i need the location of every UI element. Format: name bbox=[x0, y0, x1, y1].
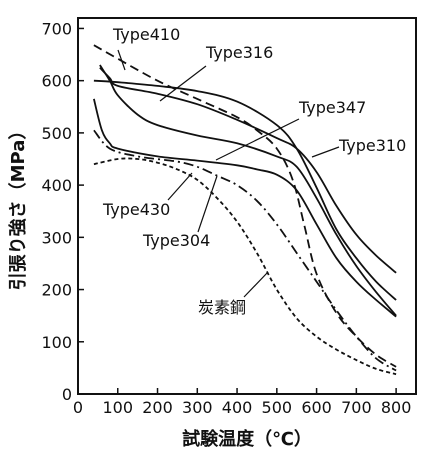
y-tick-label: 0 bbox=[62, 385, 72, 404]
series-label-leader bbox=[117, 49, 126, 71]
y-tick-label: 100 bbox=[41, 333, 72, 352]
series-line bbox=[93, 98, 397, 318]
series-label: Type430 bbox=[102, 200, 170, 219]
series-labels: Type410 Type316 Type347 Type310 Type430 Type3… bbox=[102, 25, 406, 317]
x-tick-label: 700 bbox=[341, 398, 372, 417]
x-axis-ticks: 0 100 200 300 400 500 600 700 800 bbox=[73, 388, 411, 417]
y-tick-label: 300 bbox=[41, 228, 72, 247]
y-tick-label: 500 bbox=[41, 124, 72, 143]
series-label-leader bbox=[167, 172, 193, 201]
series-line bbox=[93, 157, 397, 376]
x-tick-label: 200 bbox=[142, 398, 173, 417]
series-lines bbox=[93, 44, 397, 376]
series-line bbox=[99, 64, 397, 317]
series-label: Type347 bbox=[298, 98, 366, 117]
series-label: Type316 bbox=[205, 43, 273, 62]
series-label: Type310 bbox=[338, 136, 406, 155]
series-label-leader bbox=[197, 175, 218, 233]
series-label: Type304 bbox=[142, 231, 210, 250]
series-label: Type410 bbox=[112, 25, 180, 44]
y-tick-label: 600 bbox=[41, 72, 72, 91]
series-label: 炭素鋼 bbox=[198, 298, 246, 317]
series-line bbox=[93, 129, 397, 372]
series-label-leader bbox=[243, 271, 269, 298]
series-label-leader bbox=[159, 65, 207, 102]
x-tick-label: 500 bbox=[262, 398, 293, 417]
plot-frame bbox=[77, 17, 417, 395]
y-axis-ticks: 0 100 200 300 400 500 600 700 bbox=[41, 19, 84, 404]
series-label-leader bbox=[215, 118, 300, 161]
series-line bbox=[93, 79, 397, 301]
x-tick-label: 400 bbox=[222, 398, 253, 417]
x-axis-title: 試験温度（℃） bbox=[182, 428, 312, 450]
y-tick-label: 700 bbox=[41, 19, 72, 38]
series-line bbox=[99, 67, 397, 274]
y-tick-label: 400 bbox=[41, 176, 72, 195]
x-tick-label: 300 bbox=[182, 398, 213, 417]
series-label-leader bbox=[311, 146, 340, 158]
y-tick-label: 200 bbox=[41, 281, 72, 300]
x-tick-label: 600 bbox=[301, 398, 332, 417]
x-tick-label: 0 bbox=[73, 398, 83, 417]
y-axis-title: 引張り強さ（MPa） bbox=[7, 122, 29, 291]
series-line bbox=[93, 44, 397, 368]
x-tick-label: 800 bbox=[381, 398, 412, 417]
x-tick-label: 100 bbox=[102, 398, 133, 417]
